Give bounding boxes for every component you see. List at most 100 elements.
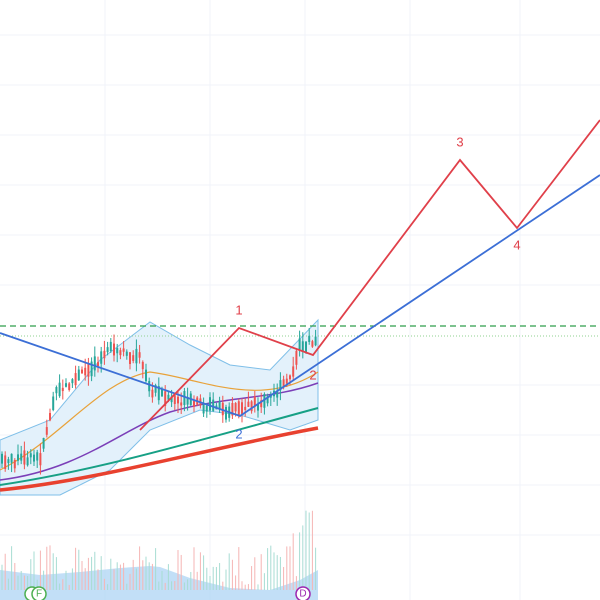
event-icon[interactable] [31, 586, 47, 600]
wave-label: 4 [513, 237, 520, 252]
volume-bar [295, 576, 297, 590]
candle-body [241, 402, 243, 414]
candle-body [7, 459, 10, 464]
volume-bar [30, 559, 32, 590]
volume-bar [1, 564, 3, 590]
candle-body [266, 396, 269, 404]
volume-bar [167, 564, 169, 590]
candle-body [289, 375, 291, 380]
candle-body [93, 356, 96, 371]
volume-bar [87, 557, 89, 590]
volume-bar [62, 579, 64, 590]
candle-body [36, 452, 39, 461]
candle-body [177, 396, 179, 404]
volume-bar [190, 571, 192, 590]
candle-body [100, 351, 103, 364]
candle-body [55, 387, 58, 394]
candle-body [10, 453, 13, 463]
volume-bar [84, 568, 86, 590]
volume-bar [145, 556, 147, 590]
wave-red-line [139, 119, 600, 431]
event-label: F [36, 589, 42, 600]
ma-red [0, 426, 319, 492]
volume-bar [305, 510, 307, 590]
candle-body [20, 453, 23, 461]
volume-bar [52, 553, 54, 590]
candle-body [253, 396, 256, 406]
ma-teal [0, 407, 319, 486]
candle-body [81, 369, 83, 374]
volume-bar [180, 554, 182, 590]
volume-bar [203, 555, 205, 590]
candle-body [173, 395, 176, 405]
candle-body [212, 399, 215, 411]
candle-body [295, 350, 298, 365]
volume-bar [7, 578, 9, 590]
candle-body [33, 454, 35, 462]
candle-body [74, 373, 77, 386]
volume-bar [315, 547, 317, 590]
volume-bar [270, 545, 272, 590]
event-icon[interactable] [295, 586, 311, 600]
volume-bar [123, 562, 125, 590]
candle-body [71, 379, 74, 384]
candle-body [180, 402, 183, 406]
volume-bar [78, 549, 80, 590]
candle-body [244, 406, 247, 411]
candle-body [49, 413, 51, 421]
volume-bar [231, 559, 233, 590]
volume-bar [254, 557, 256, 590]
volume-bar [177, 550, 179, 590]
volume-bar [110, 558, 112, 590]
candle-body [164, 391, 167, 406]
volume-bar [263, 573, 265, 590]
volume-bar [139, 546, 141, 590]
ma-orange [0, 371, 319, 471]
wave-label: 2 [309, 367, 316, 382]
candle-body [260, 400, 263, 408]
volume-bar [174, 581, 176, 590]
candle-body [125, 351, 128, 356]
volume-bar [43, 570, 45, 590]
candle-body [186, 397, 189, 405]
volume-bar [116, 562, 118, 590]
wave-blue-line [0, 174, 600, 417]
candle-body [263, 394, 266, 408]
volume-bar [183, 582, 185, 590]
volume-bar [215, 566, 217, 590]
candle-body [129, 352, 131, 365]
volume-bar [222, 581, 224, 590]
volume-bar [151, 563, 153, 590]
candle-body [45, 427, 48, 435]
volume-bar [68, 584, 70, 590]
volume-bar [302, 525, 304, 590]
volume-bar [276, 555, 278, 590]
volume-bar [193, 547, 195, 590]
candle-body [26, 457, 29, 466]
candle-body [77, 369, 80, 381]
volume-bar [225, 569, 227, 590]
candle-body [1, 453, 3, 464]
volume-bar [49, 545, 51, 590]
volume-bar [71, 568, 73, 590]
volume-bar [292, 533, 294, 590]
volume-bar [235, 575, 237, 590]
candle-body [205, 405, 208, 412]
candle-body [183, 391, 186, 406]
candle-body [90, 361, 93, 377]
candle-body [154, 385, 157, 393]
candle-body [231, 403, 234, 416]
volume-bar [212, 566, 214, 590]
volume-bar [17, 575, 19, 590]
candle-body [103, 350, 106, 359]
volume-bar [251, 566, 253, 590]
volume-bar [46, 546, 48, 590]
volume-bar [171, 581, 173, 590]
volume-bar [129, 573, 131, 590]
candle-body [311, 341, 314, 347]
volume-bar [244, 584, 246, 590]
volume-bar [289, 546, 291, 590]
candle-body [282, 379, 285, 387]
candle-body [301, 341, 304, 352]
